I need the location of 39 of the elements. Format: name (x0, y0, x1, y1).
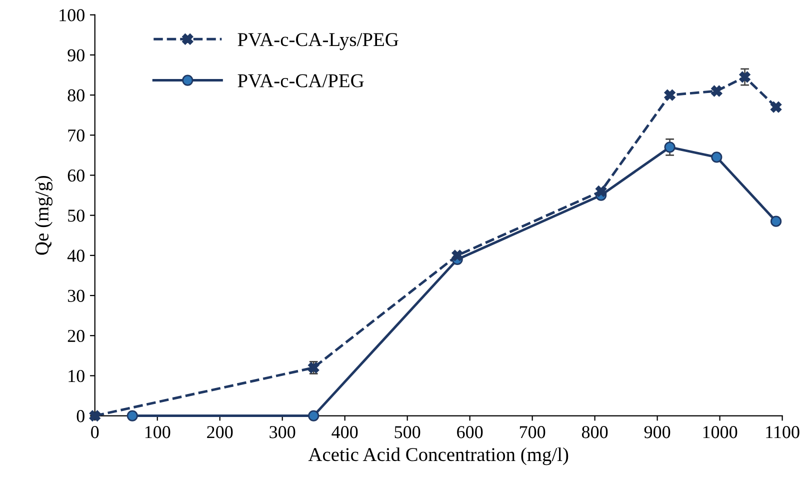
x-tick-label: 0 (91, 426, 99, 438)
x-tick-label: 1100 (766, 426, 800, 438)
point (770, 102, 782, 113)
legend-label: PVA-c-CA/PEG (238, 74, 364, 88)
x-tick-label: 500 (394, 426, 420, 438)
point (452, 250, 463, 261)
x-tick-label: 700 (520, 426, 546, 438)
point (739, 71, 750, 83)
point (126, 410, 138, 422)
x-tick-label: 600 (457, 426, 483, 438)
y-tick-label: 100 (60, 9, 84, 22)
x-tick-label: 900 (644, 426, 670, 438)
y-tick-label: 70 (68, 129, 84, 142)
legend-label: PVA-c-CA-Lys/PEG (238, 33, 398, 50)
x-tick-label: 200 (207, 426, 233, 438)
point (308, 410, 320, 422)
x-tick-label: 800 (582, 426, 608, 438)
x-tick-label: 1000 (703, 426, 738, 438)
y-tick-label: 80 (68, 89, 84, 102)
y-axis-title: Qe (mg/g) (34, 176, 53, 255)
point (89, 410, 100, 422)
y-tick-label: 10 (68, 370, 84, 382)
point (664, 142, 676, 153)
y-tick-label: 0 (76, 410, 84, 422)
point (770, 216, 782, 227)
x-axis-title: Acetic Acid Concentration (mg/l) (308, 447, 568, 466)
y-tick-label: 60 (68, 169, 84, 182)
y-tick-label: 40 (67, 250, 84, 262)
x-tick-label: 300 (270, 426, 296, 438)
point (664, 89, 676, 101)
y-tick-label: 50 (68, 210, 84, 222)
point (711, 85, 722, 97)
x-tick-label: 100 (145, 426, 170, 438)
y-tick-label: 30 (68, 290, 84, 302)
point (711, 152, 722, 163)
y-tick-label: 90 (68, 49, 84, 62)
y-tick-label: 20 (68, 330, 84, 342)
point (596, 186, 607, 197)
x-tick-label: 400 (332, 426, 358, 438)
